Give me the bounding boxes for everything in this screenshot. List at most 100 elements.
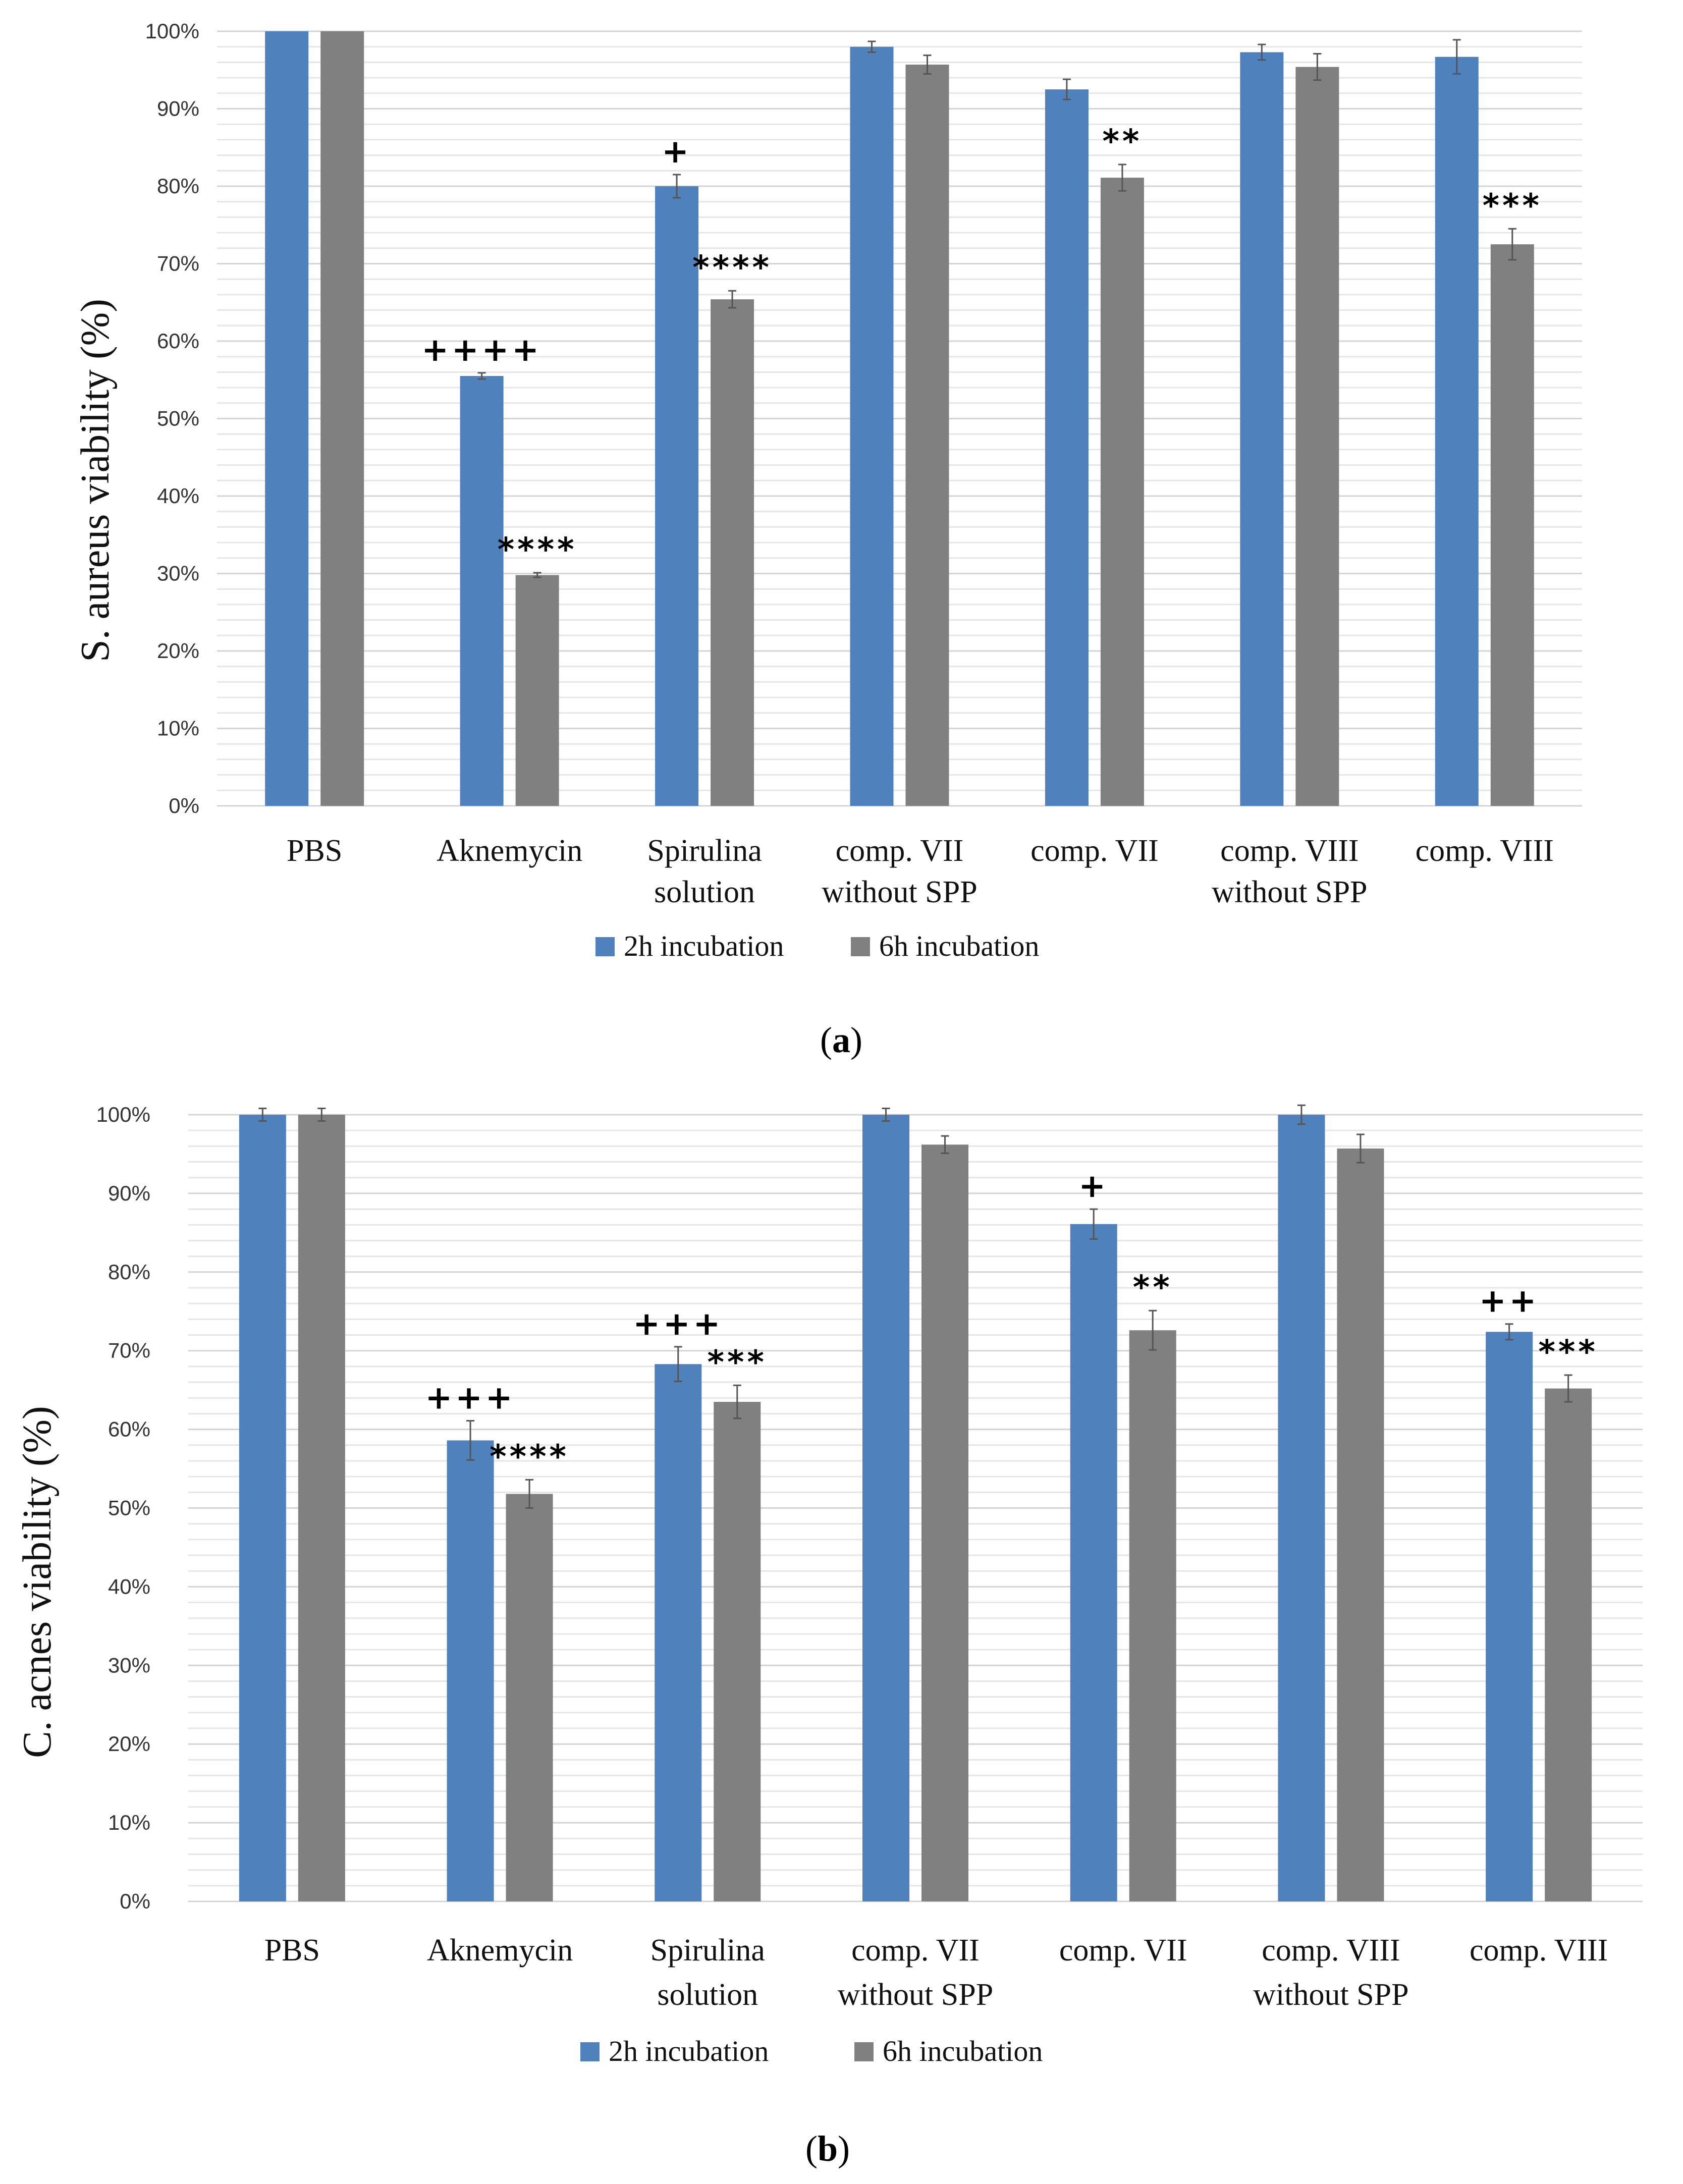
bar-2h <box>655 186 699 806</box>
category-label: Spirulina solution <box>647 834 762 909</box>
error-bar <box>466 1419 475 1461</box>
bars <box>265 31 1534 806</box>
bar-6h <box>320 31 364 806</box>
significance-mark: ** <box>1102 123 1142 160</box>
panel-label-b-close: ) <box>838 2128 850 2169</box>
error-bar <box>1118 163 1126 192</box>
panel-label-b-open: ( <box>805 2128 818 2169</box>
bars <box>239 1115 1592 1901</box>
significance-mark: ++ <box>1479 1283 1539 1320</box>
legend: 2h incubation 6h incubation <box>595 930 1039 962</box>
error-bar <box>533 572 541 578</box>
significance-mark: **** <box>498 531 577 569</box>
significance-mark: +++ <box>633 1305 723 1343</box>
y-tick-labels: 0% 10% 20% 30% 40% 50% 60% 70% 80% 90% 100% <box>96 1103 150 1913</box>
error-bar <box>941 1135 949 1154</box>
error-bar <box>477 372 486 380</box>
error-bar <box>1564 1374 1572 1403</box>
y-tick-label: 20% <box>108 1732 150 1756</box>
y-tick-label: 30% <box>108 1653 150 1677</box>
error-bar <box>882 1108 890 1122</box>
category-label-line: Aknemycin <box>437 834 582 868</box>
gridlines <box>188 1114 1643 1902</box>
y-tick-label: 80% <box>157 174 199 198</box>
panel-label-a: (a) <box>820 1020 862 1060</box>
error-bar <box>923 54 932 75</box>
category-label: Spirulina solution <box>650 1933 765 2012</box>
error-bar <box>728 290 737 309</box>
category-label: comp. VIII without SPP <box>1253 1933 1408 2012</box>
y-axis-label: S. aureus viability (%) <box>73 299 118 662</box>
bar-6h <box>506 1494 553 1901</box>
bar-6h <box>711 299 754 806</box>
panel-label-a-letter: a <box>832 1020 850 1060</box>
category-label-line: Spirulina <box>647 834 762 868</box>
significance-mark: ** <box>1133 1269 1173 1306</box>
category-label: comp. VII without SPP <box>838 1933 993 2012</box>
category-label-line: comp. VIII <box>1416 834 1554 868</box>
bar-6h <box>1100 178 1144 806</box>
y-tick-label: 70% <box>108 1339 150 1362</box>
panel-label-a-close: ) <box>850 1020 862 1060</box>
error-bar <box>867 40 876 53</box>
category-label-line: comp. VIII <box>1220 834 1359 868</box>
category-labels: PBS Aknemycin Spirulina solution comp. VII wi… <box>287 834 1554 909</box>
y-tick-label: 10% <box>157 717 199 740</box>
bar-2h <box>1486 1332 1533 1901</box>
significance-mark: + <box>662 133 692 171</box>
legend: 2h incubation 6h incubation <box>580 2035 1043 2067</box>
bar-6h <box>1490 244 1534 806</box>
category-label-line: comp. VII <box>851 1933 980 1968</box>
error-bars <box>258 1104 1572 1509</box>
error-bar <box>1149 1309 1157 1351</box>
y-tick-label: 0% <box>169 794 199 817</box>
y-axis-label: C. acnes viability (%) <box>15 1406 60 1758</box>
bar-2h <box>265 31 309 806</box>
y-tick-label: 90% <box>108 1181 150 1205</box>
y-tick-label: 40% <box>108 1574 150 1598</box>
bar-6h <box>1129 1330 1176 1901</box>
category-label: comp. VII without SPP <box>822 834 977 909</box>
category-label-line: without SPP <box>1253 1978 1408 2012</box>
significance-annotations: +++++++++************ <box>425 1168 1595 1476</box>
category-label: Aknemycin <box>427 1933 573 1968</box>
error-bar <box>674 1346 682 1382</box>
legend-label-6h: 6h incubation <box>883 2035 1043 2067</box>
category-label-line: without SPP <box>838 1978 993 2012</box>
bar-6h <box>298 1115 345 1901</box>
y-tick-label: 10% <box>108 1811 150 1834</box>
y-tick-label: 100% <box>96 1103 150 1126</box>
error-bar <box>525 1479 534 1509</box>
error-bar <box>258 1108 267 1122</box>
legend-label-2h: 2h incubation <box>624 930 784 962</box>
error-bar <box>1258 43 1266 61</box>
bar-2h <box>1070 1224 1117 1901</box>
panel-a-chart: S. aureus viability (%) 0% 10% 20% 30% 40% 50… <box>73 19 1582 1060</box>
significance-mark: **** <box>490 1438 569 1476</box>
bar-2h <box>460 376 504 806</box>
bar-6h <box>1545 1388 1592 1901</box>
bar-2h <box>1435 57 1479 806</box>
category-label: PBS <box>287 834 342 868</box>
error-bar <box>1452 39 1461 75</box>
error-bar <box>1090 1208 1098 1240</box>
bar-2h <box>655 1364 702 1901</box>
category-label-line: comp. VII <box>836 834 964 868</box>
y-tick-label: 100% <box>145 19 199 43</box>
error-bar <box>1356 1133 1365 1164</box>
error-bar <box>1313 53 1322 81</box>
y-tick-label: 70% <box>157 252 199 276</box>
significance-mark: ++++ <box>421 332 542 369</box>
legend-label-2h: 2h incubation <box>609 2035 769 2067</box>
significance-annotations: +++++************* <box>421 123 1539 569</box>
error-bar <box>317 1108 326 1122</box>
y-tick-label: 80% <box>108 1260 150 1284</box>
category-label-line: without SPP <box>822 875 977 909</box>
significance-mark: +++ <box>425 1379 516 1416</box>
category-labels: PBS Aknemycin Spirulina solution comp. VII wi… <box>264 1933 1608 2012</box>
bar-2h <box>1278 1115 1325 1901</box>
category-label-line: solution <box>657 1978 758 2012</box>
bar-2h <box>447 1440 494 1901</box>
y-tick-label: 30% <box>157 562 199 585</box>
significance-mark: + <box>1078 1168 1109 1205</box>
